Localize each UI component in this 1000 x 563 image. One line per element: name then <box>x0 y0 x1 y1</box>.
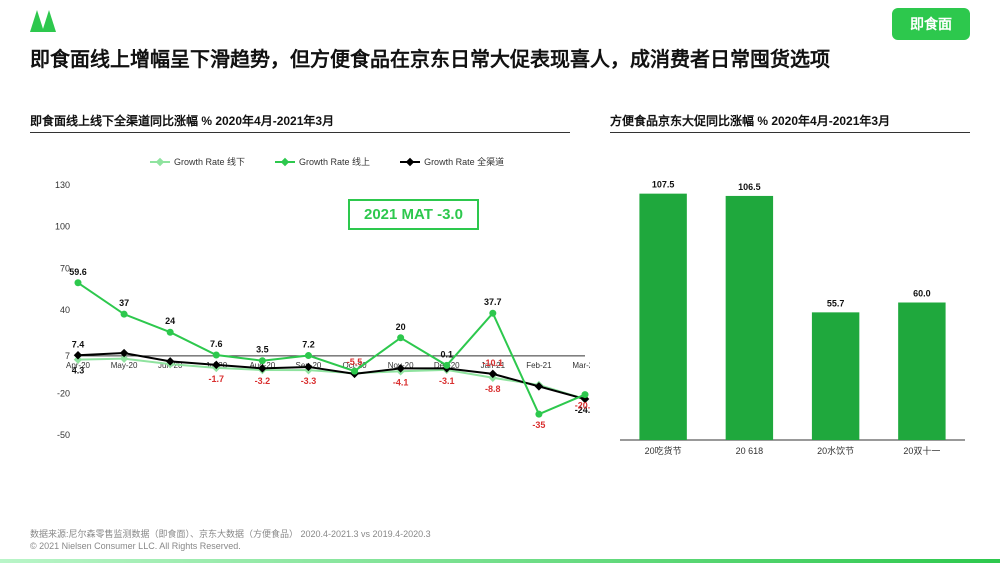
svg-text:40: 40 <box>60 305 70 315</box>
svg-text:59.6: 59.6 <box>69 267 87 277</box>
legend: Growth Rate 线下 Growth Rate 线上 Growth Rate … <box>150 155 504 168</box>
svg-text:20水饮节: 20水饮节 <box>817 445 854 456</box>
annotation-box: 2021 MAT -3.0 <box>348 199 479 230</box>
svg-text:4.3: 4.3 <box>72 366 85 376</box>
legend-item: Growth Rate 线下 <box>150 155 245 168</box>
svg-text:-3.1: -3.1 <box>439 376 455 386</box>
svg-text:-3.2: -3.2 <box>255 376 271 386</box>
rule <box>30 132 570 133</box>
svg-text:-4.1: -4.1 <box>393 377 409 387</box>
svg-text:60.0: 60.0 <box>913 289 931 299</box>
right-chart-title: 方便食品京东大促同比涨幅 % 2020年4月-2021年3月 <box>610 112 890 129</box>
svg-text:55.7: 55.7 <box>827 298 845 308</box>
svg-text:7.6: 7.6 <box>210 339 223 349</box>
category-tag: 即食面 <box>892 8 970 40</box>
logo <box>30 10 58 37</box>
svg-text:7.4: 7.4 <box>72 339 85 349</box>
svg-text:100: 100 <box>55 222 70 232</box>
svg-text:-20: -20 <box>57 388 70 398</box>
footer-copyright: © 2021 Nielsen Consumer LLC. All Rights … <box>30 540 431 553</box>
svg-text:-3.3: -3.3 <box>301 376 317 386</box>
svg-text:0.1: 0.1 <box>440 349 453 359</box>
rule <box>610 132 970 133</box>
svg-text:3.5: 3.5 <box>256 345 269 355</box>
svg-text:7: 7 <box>65 351 70 361</box>
svg-text:7.2: 7.2 <box>302 340 315 350</box>
svg-text:-35: -35 <box>532 420 545 430</box>
svg-text:24: 24 <box>165 316 175 326</box>
svg-text:107.5: 107.5 <box>652 180 675 190</box>
svg-text:20双十一: 20双十一 <box>903 445 940 456</box>
svg-text:-1.7: -1.7 <box>209 374 225 384</box>
page-title: 即食面线上增幅呈下滑趋势，但方便食品在京东日常大促表现喜人，成消费者日常囤货选项 <box>30 46 970 75</box>
svg-text:20: 20 <box>396 322 406 332</box>
legend-item: Growth Rate 线上 <box>275 155 370 168</box>
left-chart-title: 即食面线上线下全渠道同比涨幅 % 2020年4月-2021年3月 <box>30 112 334 129</box>
legend-item: Growth Rate 全渠道 <box>400 155 504 168</box>
footer-source: 数据来源:尼尔森零售监测数据（即食面）、京东大数据（方便食品） 2020.4-2… <box>30 528 431 541</box>
svg-text:37.7: 37.7 <box>484 297 502 307</box>
svg-text:Mar-21: Mar-21 <box>572 361 590 370</box>
svg-text:-20.9: -20.9 <box>575 401 590 411</box>
svg-text:-5.5: -5.5 <box>347 357 363 367</box>
svg-text:-10.1: -10.1 <box>483 358 504 368</box>
svg-text:106.5: 106.5 <box>738 182 761 192</box>
svg-text:20 618: 20 618 <box>736 446 764 456</box>
bottom-gradient-bar <box>0 559 1000 563</box>
line-chart: Growth Rate 线下 Growth Rate 线上 Growth Rate … <box>30 145 590 485</box>
footer: 数据来源:尼尔森零售监测数据（即食面）、京东大数据（方便食品） 2020.4-2… <box>30 528 431 553</box>
svg-text:37: 37 <box>119 298 129 308</box>
svg-text:130: 130 <box>55 180 70 190</box>
svg-text:-8.8: -8.8 <box>485 384 501 394</box>
svg-text:-50: -50 <box>57 430 70 440</box>
bar-chart: 107.5 20吃货节 106.5 20 618 55.7 20水饮节 60.0 20双十一 <box>610 145 970 485</box>
svg-text:20吃货节: 20吃货节 <box>645 445 682 456</box>
svg-text:Feb-21: Feb-21 <box>526 361 552 370</box>
